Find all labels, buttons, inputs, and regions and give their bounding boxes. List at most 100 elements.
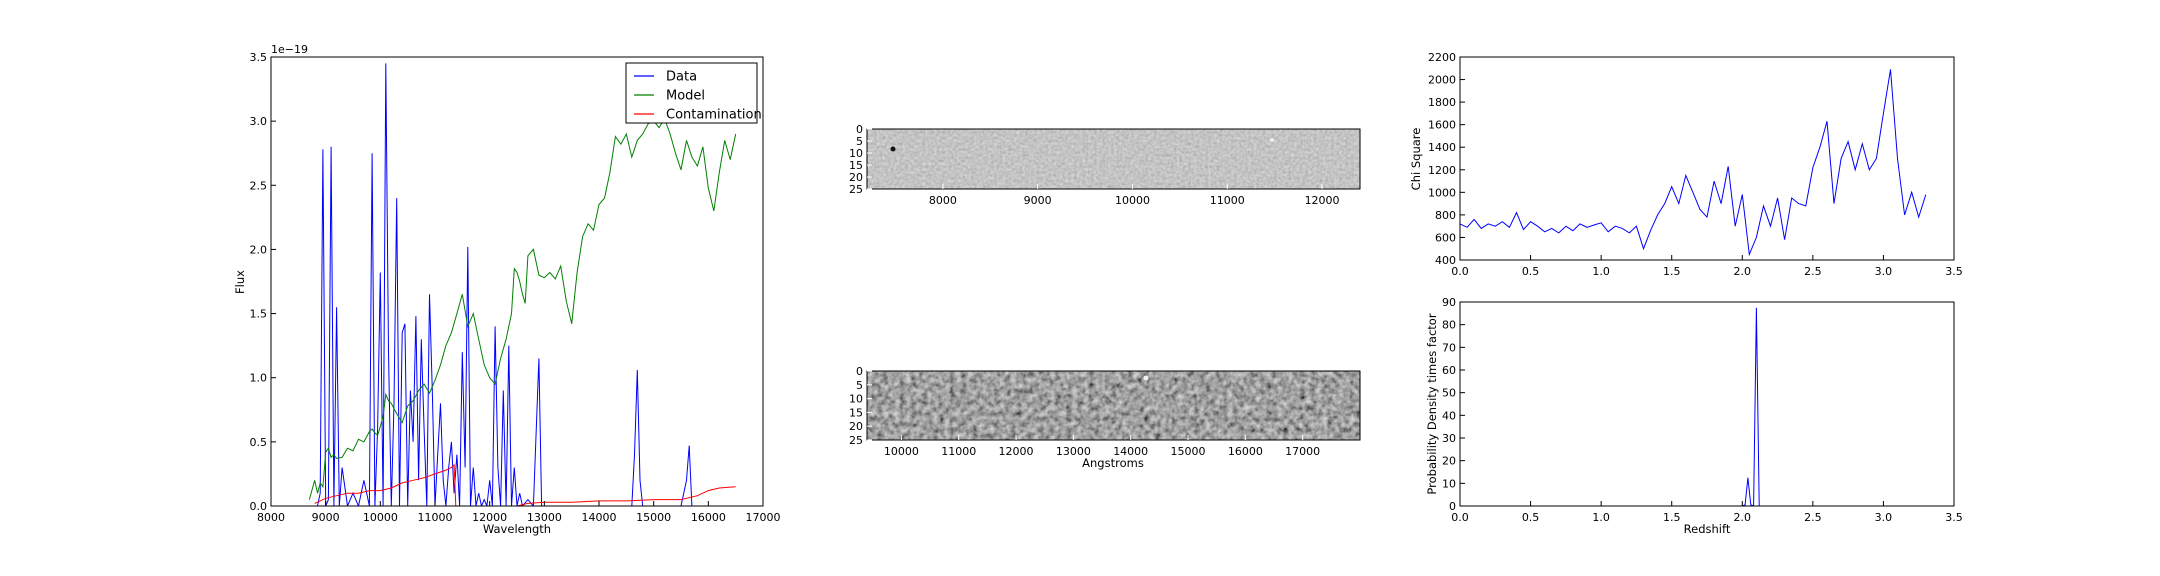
spectrum-x-tick-label: 13000 (527, 511, 562, 524)
chisquare-y-tick-label: 1600 (1428, 119, 1456, 132)
spectrum-x-tick-label: 9000 (312, 511, 340, 524)
spectrum-2d-top-y-tick-label: 15 (849, 159, 863, 172)
spectrum-2d-top-frame (866, 128, 1361, 190)
spectrum-2d-bottom-image (867, 371, 1360, 440)
probability-y-label: Probability Density times factor (1425, 313, 1439, 494)
spectrum-x-tick-label: 16000 (691, 511, 726, 524)
probability-y-tick-label: 20 (1442, 455, 1456, 468)
spectrum-2d-bottom-y-tick-label: 25 (849, 434, 863, 447)
chisquare-y-tick-label: 1400 (1428, 141, 1456, 154)
spectrum-2d-top-x-tick-label: 11000 (1210, 194, 1245, 207)
legend-label-data: Data (666, 70, 697, 85)
spectrum-x-tick-label: 14000 (582, 511, 617, 524)
chisquare-y-tick-label: 2200 (1428, 51, 1456, 64)
spectrum-axes-frame (270, 56, 764, 507)
spectrum-2d-bottom-x-ticks: 10000 11000 12000 13000 14000 15000 16000 17000 (884, 435, 1320, 458)
probability-y-tick-label: 30 (1442, 432, 1456, 445)
spectrum-2d-top-y-tick-label: 5 (856, 135, 863, 148)
probability-x-tick-label: 2.0 (1734, 511, 1752, 524)
chisquare-x-ticks: 0.0 0.5 1.0 1.5 2.0 2.5 3.0 3.5 (1451, 255, 1963, 278)
chisquare-x-tick-label: 3.0 (1875, 265, 1893, 278)
chisquare-x-tick-label: 1.5 (1663, 265, 1681, 278)
probability-plot: 0.0 0.5 1.0 1.5 2.0 2.5 3.0 3.5 0 10 20 30 40 50 60 70… (1425, 296, 1963, 536)
chisquare-y-label: Chi Square (1409, 128, 1423, 191)
spectrum-2d-bottom-x-label: Angstroms (1082, 456, 1144, 470)
spectrum-2d-bottom-x-tick-label: 17000 (1285, 445, 1320, 458)
probability-y-tick-label: 80 (1442, 319, 1456, 332)
spectrum-2d-bottom-x-tick-label: 10000 (884, 445, 919, 458)
chisquare-x-tick-label: 2.5 (1804, 265, 1822, 278)
spectrum-2d-top-y-tick-label: 25 (849, 183, 863, 196)
spectrum-2d-top-x-tick-label: 10000 (1115, 194, 1150, 207)
probability-x-tick-label: 3.5 (1945, 511, 1963, 524)
probability-series-0-line (1460, 307, 1926, 506)
chisquare-plot: 0.0 0.5 1.0 1.5 2.0 2.5 3.0 3.5 400 600 800 1000 12… (1409, 51, 1963, 278)
spectrum-y-tick-label: 2.0 (250, 243, 268, 256)
chisquare-y-tick-label: 800 (1435, 209, 1456, 222)
spectrum-x-tick-label: 10000 (363, 511, 398, 524)
spectrum-y-tick-label: 2.5 (250, 179, 268, 192)
spectrum-y-tick-label: 3.0 (250, 115, 268, 128)
spectrum-2d-top-y-tick-label: 20 (849, 171, 863, 184)
spectrum-y-tick-label: 1.5 (250, 308, 268, 321)
spectrum-2d-top-image (867, 129, 1360, 189)
spectrum-2d-bottom-x-tick-label: 16000 (1228, 445, 1263, 458)
spectrum-y-ticks: 0.0 0.5 1.0 1.5 2.0 2.5 3.0 3.5 (250, 51, 276, 513)
chisquare-y-tick-label: 1800 (1428, 96, 1456, 109)
spectrum-2d-bottom-y-tick-label: 15 (849, 406, 863, 419)
spectrum-plot: 8000 9000 10000 11000 12000 13000 14000 15000 16… (233, 43, 781, 536)
spectrum-2d-top-y-tick-label: 10 (849, 147, 863, 160)
spectrum-y-tick-label: 0.0 (250, 500, 268, 513)
chisquare-x-tick-label: 0.5 (1522, 265, 1540, 278)
spectrum-contamination-line (314, 463, 736, 506)
legend: Data Model Contamination (625, 62, 762, 124)
probability-y-tick-label: 40 (1442, 409, 1456, 422)
chisquare-y-ticks: 400 600 800 1000 1200 1400 1600 1800 2000 2200 (1428, 51, 1465, 267)
spectrum-2d-top-x-tick-label: 12000 (1305, 194, 1340, 207)
probability-y-tick-label: 0 (1449, 500, 1456, 513)
chisquare-y-tick-label: 1000 (1428, 186, 1456, 199)
chisquare-x-tick-label: 1.0 (1592, 265, 1610, 278)
spectrum-x-tick-label: 8000 (257, 511, 285, 524)
spectrum-y-tick-label: 0.5 (250, 436, 268, 449)
spectrum-y-tick-label: 3.5 (250, 51, 268, 64)
chisquare-x-tick-label: 2.0 (1734, 265, 1752, 278)
spectrum-x-label: Wavelength (483, 522, 551, 536)
chisquare-y-tick-label: 1200 (1428, 164, 1456, 177)
spectrum-data-line (317, 63, 736, 506)
probability-x-tick-label: 3.0 (1875, 511, 1893, 524)
probability-x-ticks: 0.0 0.5 1.0 1.5 2.0 2.5 3.0 3.5 (1451, 501, 1963, 524)
chisquare-lines (1460, 69, 1927, 257)
chisquare-series-0-line (1460, 69, 1927, 257)
spectrum-2d-bottom-y-tick-label: 5 (856, 379, 863, 392)
probability-x-tick-label: 0.0 (1451, 511, 1469, 524)
spectrum-2d-bottom-x-tick-label: 14000 (1113, 445, 1148, 458)
spectrum-x-tick-label: 15000 (636, 511, 671, 524)
spectrum-y-label: Flux (233, 270, 247, 294)
spectrum-2d-bottom-y-tick-label: 0 (856, 365, 863, 378)
legend-label-model: Model (666, 89, 705, 104)
spectrum-2d-bottom-x-tick-label: 15000 (1171, 445, 1206, 458)
probability-x-tick-label: 2.5 (1804, 511, 1822, 524)
spectrum-2d-bottom-frame (866, 370, 1361, 441)
spectrum-x-tick-label: 17000 (746, 511, 781, 524)
probability-y-ticks: 0 10 20 30 40 50 60 70 80 90 (1442, 296, 1465, 513)
spectrum-2d-bottom-x-tick-label: 11000 (941, 445, 976, 458)
spectrum-2d-bottom-x-tick-label: 13000 (1056, 445, 1091, 458)
probability-x-label: Redshift (1684, 522, 1731, 536)
spectrum-x-tick-label: 12000 (472, 511, 507, 524)
probability-axes-frame (1459, 301, 1955, 507)
legend-label-contamination: Contamination (666, 108, 762, 123)
probability-y-tick-label: 70 (1442, 341, 1456, 354)
chisquare-x-tick-label: 3.5 (1945, 265, 1963, 278)
spectrum-x-tick-label: 11000 (418, 511, 453, 524)
spectrum-lines (308, 63, 737, 506)
spectrum-y-tick-label: 1.0 (250, 372, 268, 385)
spectrum-2d-bottom-x-tick-label: 12000 (999, 445, 1034, 458)
spectrum-offset-text: 1e−19 (271, 43, 308, 56)
probability-y-tick-label: 60 (1442, 364, 1456, 377)
spectrum-2d-top-y-tick-label: 0 (856, 123, 863, 136)
